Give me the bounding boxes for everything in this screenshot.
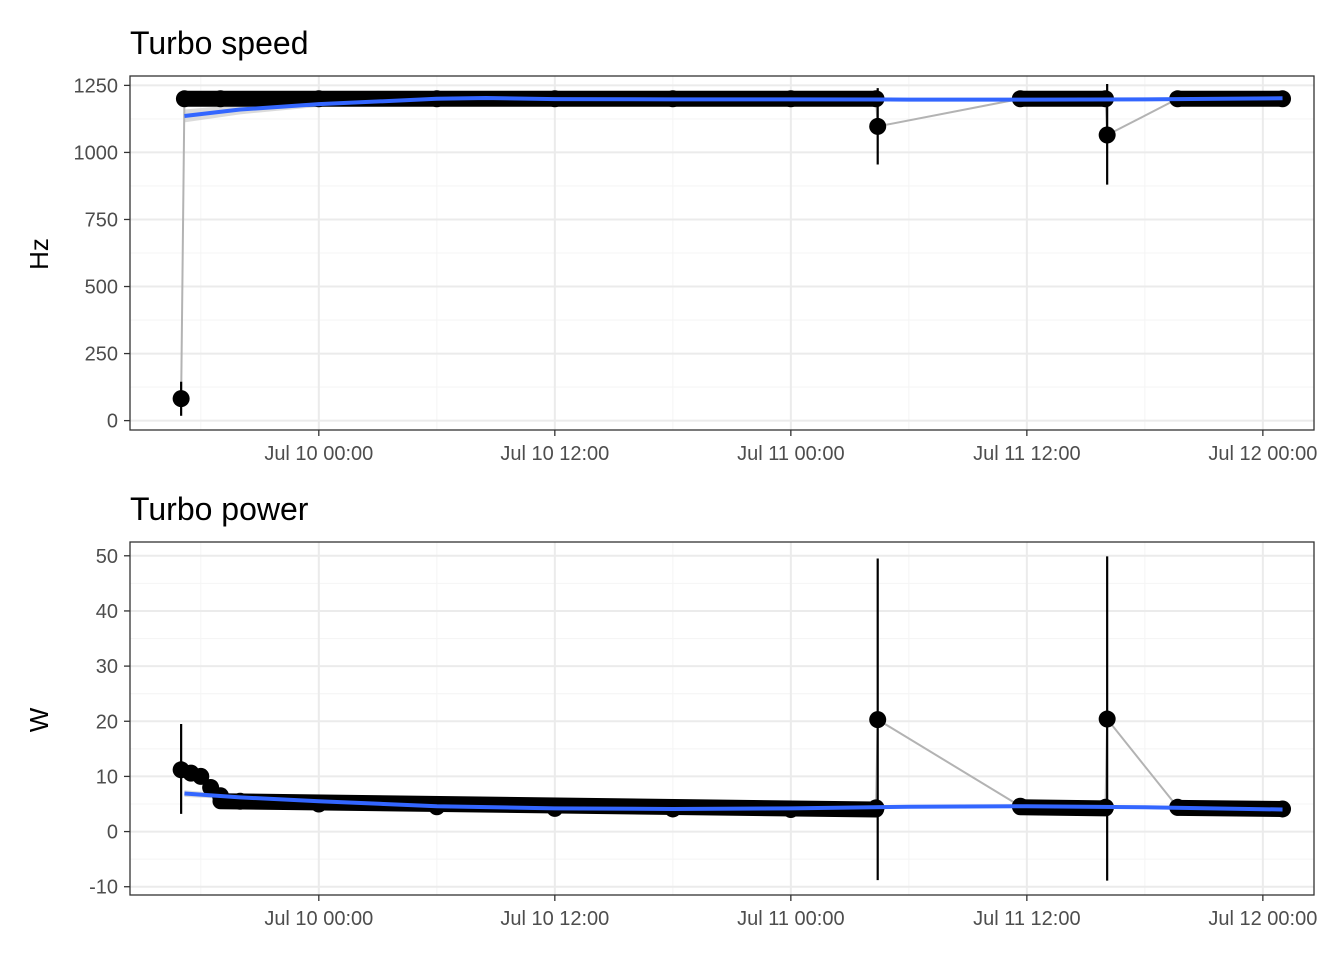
turbo-speed-point-2 — [211, 90, 229, 108]
turbo-power-panel-border — [129, 541, 1315, 896]
turbo-power-point-6 — [310, 795, 328, 813]
turbo-speed-y-tick-label: 0 — [107, 411, 118, 433]
turbo-power-point-12 — [869, 711, 887, 729]
turbo-speed-grid — [130, 76, 1314, 430]
turbo-speed-axes: 0 250 500 750 1000 1250 Jul 10 00:00 Jul 10 12:… — [74, 75, 1318, 465]
turbo-power-smooth-line — [184, 791, 1283, 812]
turbo-power-point-2 — [192, 767, 210, 785]
turbo-speed-y-tick-label: 250 — [85, 344, 118, 366]
turbo-speed-point-12 — [1098, 126, 1116, 144]
turbo-power-y-axis-title: W — [24, 707, 54, 732]
turbo-power-title: Turbo power — [130, 491, 309, 527]
turbo-speed-title: Turbo speed — [130, 25, 308, 61]
turbo-speed-x-tick-label: Jul 12 00:00 — [1208, 443, 1317, 465]
turbo-speed-y-tick-label: 1250 — [74, 75, 119, 97]
turbo-speed-smooth-curve — [184, 95, 1283, 118]
turbo-power-axes: -10 0 10 20 30 40 50 Jul 10 00:00 Jul 10 12:00 Ju… — [89, 546, 1317, 930]
turbo-power-grid — [130, 542, 1314, 895]
turbo-power-y-tick-label: 30 — [96, 656, 118, 678]
turbo-speed-point-9 — [869, 117, 887, 135]
turbo-power-x-tick-label: Jul 10 00:00 — [264, 908, 373, 930]
turbo-power-x-tick-label: Jul 11 12:00 — [973, 908, 1081, 930]
turbo-speed-y-tick-label: 1000 — [74, 142, 119, 164]
turbo-speed-point-1 — [175, 90, 193, 108]
turbo-speed-points — [172, 90, 1292, 408]
turbo-power-y-tick-label: 50 — [96, 546, 118, 568]
turbo-speed-x-tick-label: Jul 10 12:00 — [500, 443, 609, 465]
turbo-speed-smooth-line — [184, 95, 1283, 118]
turbo-speed-error-bars — [180, 84, 1284, 416]
turbo-power-point-15 — [1098, 710, 1116, 728]
turbo-speed-panel: Turbo speed Hz 0 250 500 750 1000 1250 Jul 10 … — [24, 25, 1317, 465]
turbo-speed-point-0 — [172, 390, 190, 408]
turbo-speed-y-axis-title: Hz — [24, 238, 54, 270]
turbo-power-panel: Turbo power W -10 0 10 20 30 40 50 Jul 10 00:00… — [24, 491, 1317, 930]
turbo-power-y-tick-label: -10 — [89, 877, 118, 899]
turbo-speed-x-tick-label: Jul 11 00:00 — [737, 443, 845, 465]
turbo-speed-y-tick-label: 500 — [85, 277, 118, 299]
turbo-power-y-tick-label: 40 — [96, 601, 118, 623]
turbo-power-x-tick-label: Jul 11 00:00 — [737, 908, 845, 930]
turbo-speed-x-tick-label: Jul 10 00:00 — [264, 443, 373, 465]
turbo-speed-panel-border — [129, 75, 1315, 431]
turbo-power-y-tick-label: 0 — [107, 822, 118, 844]
turbo-power-y-tick-label: 10 — [96, 766, 118, 788]
turbo-power-x-tick-label: Jul 12 00:00 — [1208, 908, 1317, 930]
turbo-power-y-tick-label: 20 — [96, 711, 118, 733]
turbo-speed-y-tick-label: 750 — [85, 209, 118, 231]
turbo-speed-x-tick-label: Jul 11 12:00 — [973, 443, 1081, 465]
turbo-power-smooth-curve — [184, 791, 1283, 812]
turbo-power-x-tick-label: Jul 10 12:00 — [500, 908, 609, 930]
